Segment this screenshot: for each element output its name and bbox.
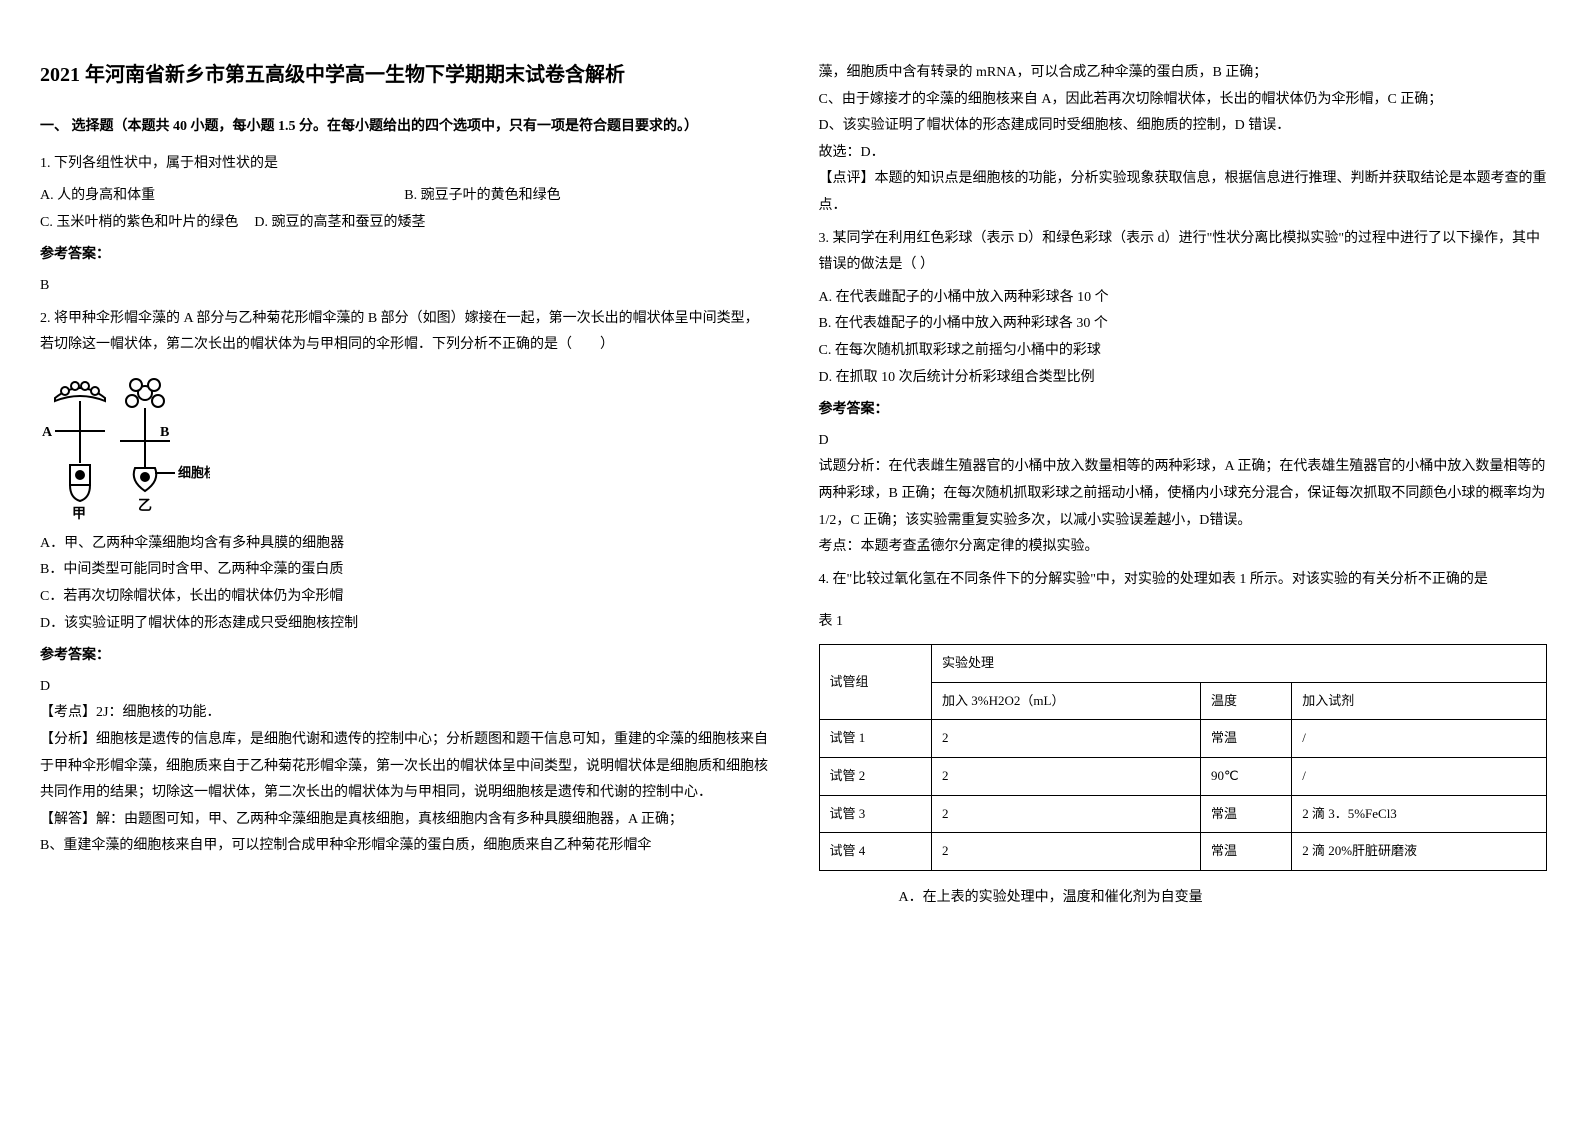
left-column: 2021 年河南省新乡市第五高级中学高一生物下学期期末试卷含解析 一、 选择题（… xyxy=(40,60,769,1062)
th-temp: 温度 xyxy=(1201,682,1292,720)
q2-stem: 2. 将甲种伞形帽伞藻的 A 部分与乙种菊花形帽伞藻的 B 部分（如图）嫁接在一… xyxy=(40,306,769,359)
q3-option-a: A. 在代表雌配子的小桶中放入两种彩球各 10 个 xyxy=(819,285,1548,312)
cell: 2 xyxy=(932,795,1201,833)
q3-option-b: B. 在代表雄配子的小桶中放入两种彩球各 30 个 xyxy=(819,311,1548,338)
q2-answer-label: 参考答案： xyxy=(40,643,769,670)
q2-analysis-3: 【解答】解：由题图可知，甲、乙两种伞藻细胞是真核细胞，真核细胞内含有多种具膜细胞… xyxy=(40,807,769,834)
q2-option-b: B．中间类型可能同时含甲、乙两种伞藻的蛋白质 xyxy=(40,557,769,584)
table-header-row-1: 试管组 实验处理 xyxy=(819,644,1547,682)
diagram-label-b: B xyxy=(160,425,169,440)
cell: 常温 xyxy=(1201,833,1292,871)
q1-option-a: A. 人的身高和体重 xyxy=(40,183,404,210)
q2-analysis-2: 【分析】细胞核是遗传的信息库，是细胞代谢和遗传的控制中心；分析题图和题干信息可知… xyxy=(40,727,769,807)
table-row: 试管 3 2 常温 2 滴 3．5%FeCl3 xyxy=(819,795,1547,833)
q2-option-a: A．甲、乙两种伞藻细胞均含有多种具膜的细胞器 xyxy=(40,531,769,558)
q2-cont-1: 藻，细胞质中含有转录的 mRNA，可以合成乙种伞藻的蛋白质，B 正确； xyxy=(819,60,1548,87)
q1-stem: 1. 下列各组性状中，属于相对性状的是 xyxy=(40,151,769,178)
table-row: 试管 4 2 常温 2 滴 20%肝脏研磨液 xyxy=(819,833,1547,871)
q2-analysis-4: B、重建伞藻的细胞核来自甲，可以控制合成甲种伞形帽伞藻的蛋白质，细胞质来自乙种菊… xyxy=(40,833,769,860)
q4-table: 试管组 实验处理 加入 3%H2O2（mL） 温度 加入试剂 试管 1 2 常温… xyxy=(819,644,1548,871)
q2-cont-2: C、由于嫁接才的伞藻的细胞核来自 A，因此若再次切除帽状体，长出的帽状体仍为伞形… xyxy=(819,87,1548,114)
diagram-label-yi: 乙 xyxy=(138,498,152,514)
q4-table-label: 表 1 xyxy=(819,609,1548,636)
diagram-label-nucleus: 细胞核 xyxy=(178,465,210,480)
table-row: 试管 2 2 90℃ / xyxy=(819,757,1547,795)
q3-analysis-2: 考点：本题考查孟德尔分离定律的模拟实验。 xyxy=(819,534,1548,561)
table-row: 试管 1 2 常温 / xyxy=(819,720,1547,758)
th-h2o2: 加入 3%H2O2（mL） xyxy=(932,682,1201,720)
cell: 试管 4 xyxy=(819,833,932,871)
q4-option-a: A．在上表的实验处理中，温度和催化剂为自变量 xyxy=(819,885,1548,912)
q2-cont-3: D、该实验证明了帽状体的形态建成同时受细胞核、细胞质的控制，D 错误． xyxy=(819,113,1548,140)
right-column: 藻，细胞质中含有转录的 mRNA，可以合成乙种伞藻的蛋白质，B 正确； C、由于… xyxy=(819,60,1548,1062)
q3-stem: 3. 某同学在利用红色彩球（表示 D）和绿色彩球（表示 d）进行"性状分离比模拟… xyxy=(819,226,1548,279)
q1-options-row1: A. 人的身高和体重 B. 豌豆子叶的黄色和绿色 xyxy=(40,183,769,210)
cell: 2 滴 3．5%FeCl3 xyxy=(1292,795,1547,833)
q3-answer: D xyxy=(819,428,1548,455)
th-reagent: 加入试剂 xyxy=(1292,682,1547,720)
cell: 常温 xyxy=(1201,795,1292,833)
th-treatment: 实验处理 xyxy=(932,644,1547,682)
cell: 常温 xyxy=(1201,720,1292,758)
cell: 试管 1 xyxy=(819,720,932,758)
cell: / xyxy=(1292,720,1547,758)
cell: 2 xyxy=(932,833,1201,871)
q2-analysis-1: 【考点】2J：细胞核的功能． xyxy=(40,700,769,727)
q1-option-b: B. 豌豆子叶的黄色和绿色 xyxy=(404,183,768,210)
q3-option-c: C. 在每次随机抓取彩球之前摇匀小桶中的彩球 xyxy=(819,338,1548,365)
q2-cont-4: 故选：D． xyxy=(819,140,1548,167)
cell: 2 滴 20%肝脏研磨液 xyxy=(1292,833,1547,871)
q3-analysis-1: 试题分析：在代表雌生殖器官的小桶中放入数量相等的两种彩球，A 正确；在代表雄生殖… xyxy=(819,454,1548,534)
q2-option-c: C．若再次切除帽状体，长出的帽状体仍为伞形帽 xyxy=(40,584,769,611)
q3-option-d: D. 在抓取 10 次后统计分析彩球组合类型比例 xyxy=(819,365,1548,392)
q1-option-c: C. 玉米叶梢的紫色和叶片的绿色 xyxy=(40,210,238,237)
q2-cont-5: 【点评】本题的知识点是细胞核的功能，分析实验现象获取信息，根据信息进行推理、判断… xyxy=(819,166,1548,219)
exam-title: 2021 年河南省新乡市第五高级中学高一生物下学期期末试卷含解析 xyxy=(40,60,769,90)
q4-stem: 4. 在"比较过氧化氢在不同条件下的分解实验"中，对实验的处理如表 1 所示。对… xyxy=(819,567,1548,594)
q1-option-d: D. 豌豆的高茎和蚕豆的矮茎 xyxy=(254,210,425,237)
q1-options-row2: C. 玉米叶梢的紫色和叶片的绿色 D. 豌豆的高茎和蚕豆的矮茎 xyxy=(40,210,769,237)
q3-answer-label: 参考答案： xyxy=(819,397,1548,424)
diagram-label-a: A xyxy=(42,425,53,440)
section-1-header: 一、 选择题（本题共 40 小题，每小题 1.5 分。在每小题给出的四个选项中，… xyxy=(40,114,769,141)
th-tube: 试管组 xyxy=(819,644,932,719)
q1-answer: B xyxy=(40,273,769,300)
diagram-label-jia: 甲 xyxy=(72,506,86,522)
cell: / xyxy=(1292,757,1547,795)
cell: 试管 2 xyxy=(819,757,932,795)
q1-answer-label: 参考答案： xyxy=(40,242,769,269)
q2-option-d: D．该实验证明了帽状体的形态建成只受细胞核控制 xyxy=(40,611,769,638)
q2-diagram: A B 细胞核 甲 乙 xyxy=(40,373,210,523)
cell: 2 xyxy=(932,757,1201,795)
cell: 90℃ xyxy=(1201,757,1292,795)
q2-answer: D xyxy=(40,674,769,701)
cell: 试管 3 xyxy=(819,795,932,833)
cell: 2 xyxy=(932,720,1201,758)
